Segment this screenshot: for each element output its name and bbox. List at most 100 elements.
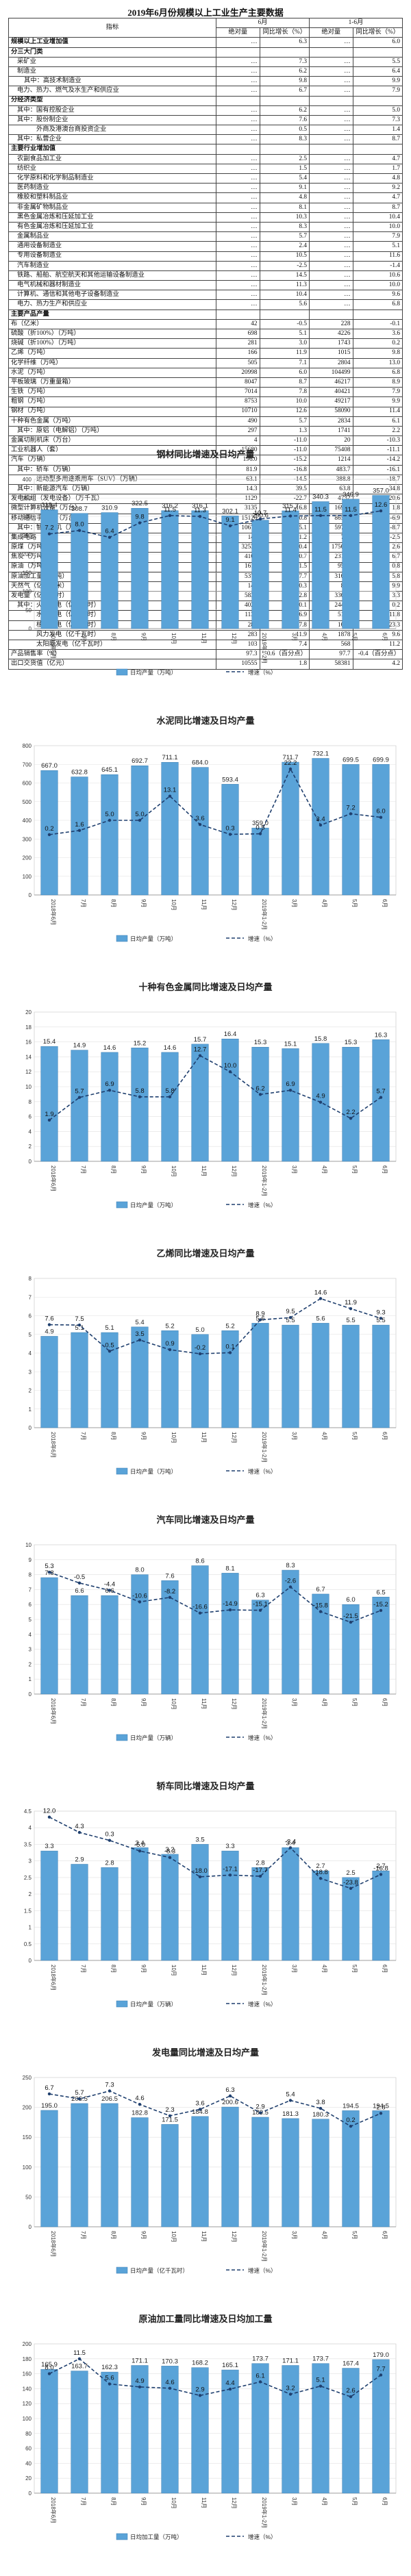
x-tick-label: 3月: [291, 1432, 297, 1440]
row-label: 主要产品产量: [8, 309, 216, 320]
y-tick-label: 0: [29, 1425, 32, 1431]
bar: [342, 2110, 360, 2227]
y-tick-label: 1: [29, 1406, 32, 1413]
nonferrous-chart-svg: 十种有色金属同比增速及日均产量 0 2 4 6 8 10 12 14 16 18 20 15.4 14.9…: [25, 982, 397, 1209]
bar-value-label: 732.1: [312, 750, 329, 758]
bar-value-label: 173.7: [252, 2356, 269, 2363]
bar: [251, 827, 269, 896]
x-tick-label: 6月: [382, 1432, 388, 1440]
y-tick-label: 800: [23, 743, 32, 749]
row-value: 10710: [215, 406, 260, 417]
table-row: 主要产品产量: [8, 309, 403, 320]
bar: [372, 495, 390, 629]
growth-value-label: 6.1: [256, 2372, 264, 2379]
legend-line-label: 增速（%）: [248, 2001, 277, 2008]
legend-line-label: 增速（%）: [248, 1734, 277, 1741]
growth-value-label: 3.4: [316, 816, 325, 823]
row-value: 14.5: [259, 270, 310, 281]
table-row: 分经济类型: [8, 95, 403, 106]
growth-point: [288, 1585, 292, 1589]
bar: [161, 2124, 179, 2227]
row-value: …: [308, 66, 353, 77]
growth-value-label: 0.3: [225, 824, 234, 832]
y-tick-label: 150: [23, 570, 32, 576]
bar-value-label: 322.5: [132, 500, 148, 507]
row-value: 10.4: [259, 290, 310, 301]
table-row: 分三大门类: [8, 47, 403, 58]
bar-value-label: 711.1: [162, 754, 177, 761]
bar-value-label: 2.7: [316, 1862, 325, 1870]
growth-value-label: 0.9: [165, 1340, 174, 1348]
ethylene-chart: 乙烯同比增速及日均产量 0 1 2 3 4 5 6 7 8 4.9 5.1 5.1 5.4 5.2 5.0 5.…: [0, 1243, 411, 1489]
y-tick-label: 5: [29, 1332, 32, 1338]
x-tick-label: 4月: [321, 1432, 327, 1440]
growth-point: [319, 1297, 323, 1300]
x-tick-label: 5月: [351, 1698, 358, 1706]
y-tick-label: 2: [29, 1661, 32, 1667]
row-value: 7.9: [352, 387, 403, 398]
row-value: 7.8: [259, 387, 310, 398]
x-tick-label: 7月: [80, 2231, 86, 2239]
growth-value-label: 7.7: [376, 2365, 385, 2373]
row-value: 7.6: [259, 114, 310, 126]
row-value: [259, 144, 310, 155]
legend-line-label: 增速（%）: [248, 669, 277, 676]
table-row: 电气机械和器材制造业… 11.3… 10.0: [8, 280, 403, 291]
table-row: 专用设备制造业… 10.5… 11.6: [8, 251, 403, 262]
row-label: 主要行业增加值: [8, 144, 216, 155]
row-label: 分经济类型: [8, 95, 216, 106]
row-label: 其中：私营企业: [8, 134, 216, 145]
growth-point: [379, 1873, 383, 1876]
y-tick-label: 0: [29, 2224, 32, 2230]
bar-value-label: 357.0: [373, 487, 389, 494]
row-value: …: [308, 192, 353, 203]
y-tick-label: 8: [29, 1276, 32, 1282]
table-row: 其中：高技术制造业… 9.8… 9.9: [8, 76, 403, 87]
bar: [71, 2103, 88, 2227]
table-row: 十种有色金属（万吨） 490 5.7 2834 6.1: [8, 416, 403, 427]
row-value: …: [308, 173, 353, 184]
growth-point: [379, 816, 383, 819]
bar: [372, 2110, 390, 2227]
row-value: 2.2: [352, 425, 403, 437]
x-tick-label: 3月: [291, 2231, 297, 2239]
row-value: 281: [215, 338, 260, 349]
bar-value-label: 308.7: [71, 505, 88, 513]
legend-line-label: 增速（%）: [248, 2534, 277, 2540]
growth-point: [198, 1875, 202, 1879]
growth-value-label: 2.9: [256, 2104, 264, 2111]
bar-value-label: 16.3: [375, 1031, 388, 1039]
chart-title: 钢材同比增速及日均产量: [156, 449, 254, 459]
bar: [71, 1050, 88, 1162]
table-row: 出口交货值（亿元） 10555 1.8 58381 4.2: [8, 659, 403, 670]
growth-point: [258, 1093, 262, 1096]
bar-value-label: 315.7: [282, 503, 299, 510]
bar: [251, 1600, 269, 1695]
y-tick-label: 20: [25, 2475, 32, 2482]
row-value: …: [215, 86, 260, 97]
row-value: 0.2: [352, 338, 403, 349]
growth-value-label: 9.3: [376, 1309, 385, 1316]
automobile-chart: 汽车同比增速及日均产量0123456789107.86.66.68.07.68.…: [0, 1509, 411, 1756]
table-row: 布（亿米） 42 -0.5 228 -0.1: [8, 318, 403, 330]
bar: [71, 2371, 88, 2494]
bar: [251, 1323, 269, 1428]
bar-value-label: 340.3: [312, 494, 329, 501]
row-value: 6.2: [259, 105, 310, 116]
row-value: 13.0: [352, 357, 403, 368]
growth-point: [198, 2108, 202, 2111]
growth-value-label: 5.3: [45, 1563, 53, 1570]
growth-value-label: 3.6: [195, 2100, 204, 2108]
row-value: 6.0: [259, 367, 310, 378]
growth-line: [49, 1571, 382, 1623]
row-label: 电力、热力、燃气及水生产和供应业: [8, 86, 216, 97]
row-value: …: [308, 163, 353, 175]
x-tick-label: 9月: [140, 633, 147, 641]
bar-value-label: 699.5: [342, 756, 359, 763]
y-tick-label: 14: [25, 1054, 32, 1060]
growth-value-label: 7.3: [105, 2082, 114, 2089]
growth-value-label: 0.3: [105, 1831, 114, 1839]
row-label: 非金属矿物制品业: [8, 202, 216, 213]
growth-point: [168, 1856, 172, 1859]
bar-value-label: 5.6: [316, 1315, 325, 1322]
